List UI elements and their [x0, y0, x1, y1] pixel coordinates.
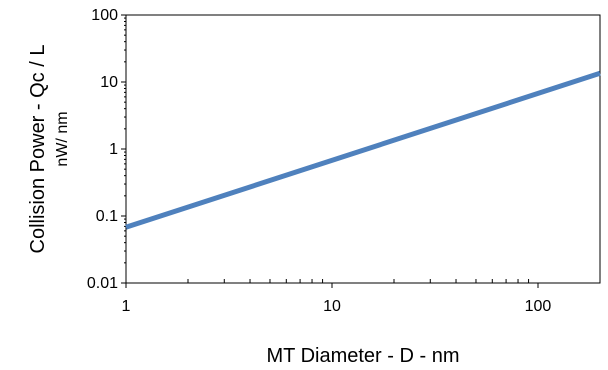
- y-tick-label: 0.01: [87, 275, 118, 292]
- y-axis-unit: nW/ nm: [54, 111, 71, 166]
- major-ticks: [121, 14, 539, 288]
- y-tick-labels: 0.01 0.1 1 10 100: [87, 7, 118, 292]
- y-axis-title: Collision Power - Qc / L: [27, 45, 49, 254]
- x-tick-label: 100: [525, 298, 552, 315]
- x-tick-label: 1: [122, 298, 131, 315]
- y-tick-label: 100: [91, 7, 118, 24]
- x-tick-labels: 1 10 100: [122, 298, 552, 315]
- plot-area-frame: [125, 14, 601, 284]
- x-axis-title: MT Diameter - D - nm: [267, 345, 460, 367]
- y-tick-label: 10: [100, 74, 118, 91]
- series-line-1: [125, 70, 601, 230]
- series-layer: [125, 70, 601, 230]
- y-tick-label: 1: [109, 141, 118, 158]
- x-tick-label: 10: [323, 298, 341, 315]
- x-minor-ticks: [187, 279, 530, 283]
- y-tick-label: 0.1: [96, 208, 118, 225]
